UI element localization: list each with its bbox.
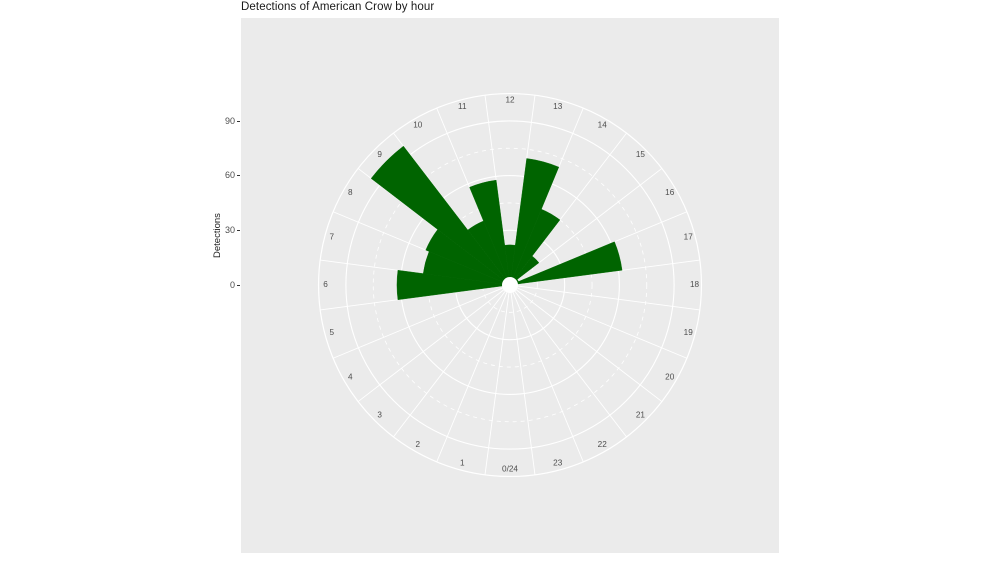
theta-label-19: 19	[684, 328, 694, 337]
grid-spoke	[509, 284, 627, 438]
bar-wedge-hour-9	[370, 145, 511, 286]
theta-label-4: 4	[348, 372, 353, 381]
grid-spoke	[332, 284, 511, 359]
y-tick-label-0: 0	[229, 280, 235, 290]
theta-label-14: 14	[598, 120, 608, 129]
theta-label-12: 12	[505, 96, 515, 105]
grid-spoke	[509, 284, 700, 311]
y-tick-mark-90	[237, 121, 240, 122]
bar-wedge-hour-11	[469, 179, 511, 286]
theta-label-18: 18	[690, 280, 700, 289]
y-tick-mark-60	[237, 175, 240, 176]
y-tick-label-60: 60	[224, 170, 235, 180]
theta-label-17: 17	[684, 232, 694, 241]
theta-label-15: 15	[636, 150, 646, 159]
grid-spoke	[509, 284, 663, 402]
grid-spoke	[357, 284, 511, 402]
theta-label-3: 3	[377, 411, 382, 420]
grid-circle-major	[345, 120, 675, 450]
theta-label-13: 13	[553, 102, 563, 111]
theta-label-23: 23	[553, 458, 563, 467]
theta-tick-labels: 0/24123456789101112131415161718192021222…	[323, 96, 699, 474]
theta-label-1: 1	[460, 458, 465, 467]
bar-wedge-hour-17	[509, 241, 623, 286]
theta-label-16: 16	[665, 188, 675, 197]
theta-label-20: 20	[665, 372, 675, 381]
theta-label-2: 2	[416, 440, 421, 449]
grid-spoke	[509, 284, 536, 475]
polar-outer-boundary	[317, 92, 703, 478]
theta-label-7: 7	[330, 232, 335, 241]
grid-spoke	[509, 284, 688, 359]
theta-label-9: 9	[377, 150, 382, 159]
grid-spoke	[436, 284, 511, 463]
theta-label-8: 8	[348, 188, 353, 197]
page-title: Detections of American Crow by hour	[241, 1, 435, 13]
y-tick-label-90: 90	[224, 116, 235, 126]
theta-label-10: 10	[413, 120, 423, 129]
theta-label-5: 5	[330, 328, 335, 337]
grid-circle-minor	[372, 147, 648, 423]
bar-wedge-hour-6	[396, 270, 511, 300]
y-tick-mark-0	[237, 285, 240, 286]
bar-wedge-hour-14	[509, 208, 561, 286]
theta-label-6: 6	[323, 280, 328, 289]
bar-series	[370, 145, 623, 300]
theta-label-0/24: 0/24	[502, 465, 518, 474]
y-tick-label-30: 30	[224, 225, 235, 235]
theta-label-11: 11	[458, 102, 467, 111]
theta-label-21: 21	[636, 411, 646, 420]
bar-wedge-hour-15	[509, 255, 540, 286]
grid-spoke	[509, 284, 584, 463]
grid-spoke	[484, 284, 511, 475]
grid-major-circles	[317, 92, 703, 478]
y-tick-mark-30	[237, 230, 240, 231]
theta-label-22: 22	[598, 440, 608, 449]
grid-spoke	[393, 284, 511, 438]
bar-wedge-hour-13	[509, 158, 560, 286]
polar-center-hub	[502, 277, 518, 293]
